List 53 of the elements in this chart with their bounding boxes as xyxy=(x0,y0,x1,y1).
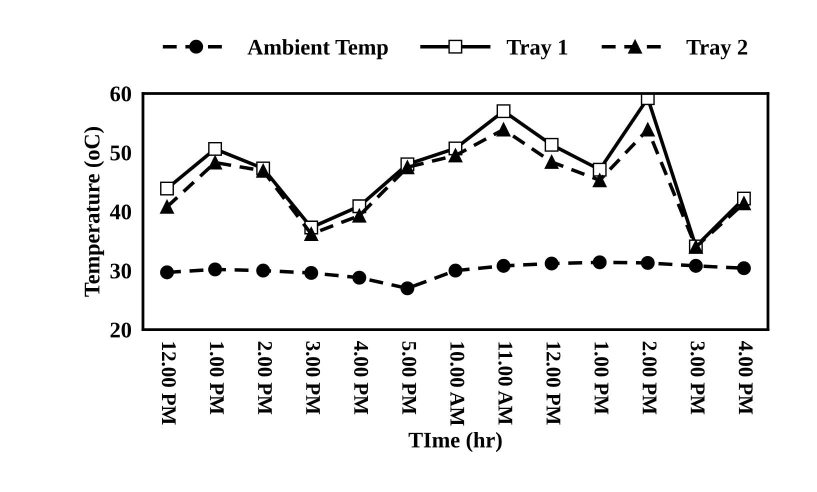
point xyxy=(544,138,559,152)
point xyxy=(640,256,655,270)
x-tick-label: 12.00 PM xyxy=(162,342,176,425)
point xyxy=(592,255,607,270)
legend-label: Tray 2 xyxy=(686,40,748,60)
point xyxy=(400,160,414,174)
point xyxy=(304,227,318,241)
point xyxy=(160,265,174,280)
point xyxy=(640,122,655,136)
x-axis-title: TIme (hr) xyxy=(408,432,502,452)
point xyxy=(496,104,510,118)
y-tick-label: 60 xyxy=(110,86,132,102)
point xyxy=(496,258,510,273)
legend-label: Ambient Temp xyxy=(248,39,388,60)
point xyxy=(544,256,559,270)
point xyxy=(208,156,222,170)
point xyxy=(208,142,222,156)
x-tick-label: 4.00 PM xyxy=(738,341,753,414)
y-tick-label: 20 xyxy=(110,322,132,338)
x-tick-label: 10.00 AM xyxy=(450,342,464,426)
point xyxy=(448,148,462,162)
point xyxy=(160,182,174,196)
y-tick-label: 40 xyxy=(110,204,132,220)
x-tick-label: 3.00 PM xyxy=(690,342,705,414)
point xyxy=(352,270,366,285)
point xyxy=(448,264,462,278)
point xyxy=(592,173,607,188)
x-tick-label: 4.00 PM xyxy=(354,341,368,414)
point xyxy=(736,196,751,210)
point xyxy=(160,200,174,214)
point xyxy=(304,266,318,280)
y-tick-label: 30 xyxy=(110,264,132,279)
point xyxy=(352,208,366,223)
x-tick-label: 5.00 PM xyxy=(402,342,416,414)
x-tick-label: 2.00 PM xyxy=(258,342,272,414)
point xyxy=(496,122,510,136)
legend-label: Tray 1 xyxy=(506,40,568,60)
x-tick-label: 1.00 PM xyxy=(594,342,609,414)
point xyxy=(544,155,559,169)
x-tick-label: 11.00 AM xyxy=(498,342,512,425)
x-tick-label: 1.00 PM xyxy=(210,342,224,414)
point xyxy=(256,164,270,178)
x-tick-label: 3.00 PM xyxy=(306,342,320,414)
point xyxy=(400,281,414,296)
point xyxy=(688,258,703,273)
point xyxy=(208,262,222,276)
point xyxy=(592,162,607,177)
point xyxy=(256,264,270,278)
x-tick-label: 2.00 PM xyxy=(642,342,657,414)
x-tick-label: 12.00 PM xyxy=(546,342,560,425)
y-axis-title: Temperature (oC) xyxy=(84,127,104,297)
point xyxy=(736,261,751,276)
y-tick-label: 50 xyxy=(110,145,132,160)
